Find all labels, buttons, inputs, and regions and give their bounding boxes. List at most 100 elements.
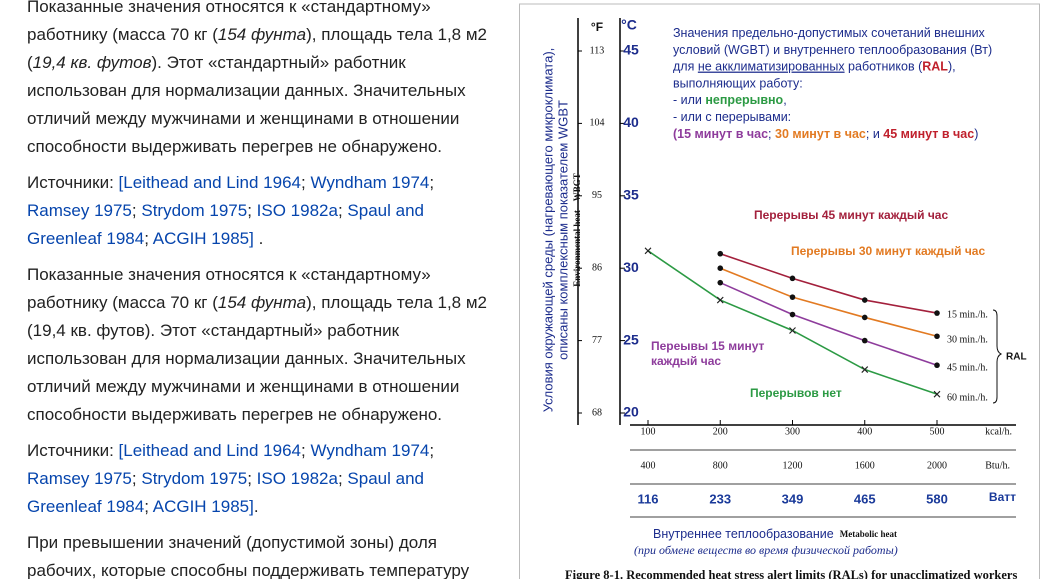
citation-link[interactable]: ACGIH 1985]	[152, 497, 254, 516]
btu-unit: Btu/h.	[985, 460, 1010, 471]
note-segment: - или	[673, 93, 705, 107]
citation-link[interactable]: Ramsey 1975	[27, 201, 132, 220]
y2-unit: °F	[591, 20, 603, 34]
x-label-ru: Внутреннее теплообразование	[653, 527, 834, 541]
y2-tick-label: 77	[592, 335, 602, 346]
watt-tick-label: 465	[854, 491, 876, 506]
x-tick-label: 100	[641, 426, 656, 437]
y-tick-label: 45	[623, 42, 639, 58]
point-marker	[861, 337, 868, 344]
y-tick-label: 25	[623, 331, 639, 347]
note-line: для не акклиматизированных работников (R…	[673, 60, 956, 74]
paragraph: Показанные значения относятся к «стандар…	[27, 261, 489, 429]
text-run: При превышении значений (допустимой зоны…	[27, 533, 470, 579]
watt-tick-label: 349	[782, 491, 804, 506]
series-end-label: 15 min./h.	[947, 309, 988, 320]
series-line	[719, 281, 938, 366]
separator: ;	[337, 469, 343, 488]
y2-tick-label: 86	[592, 262, 602, 273]
y2-tick-label: 68	[592, 407, 602, 418]
series-label-box: Перерывы 30 минут каждый час	[791, 244, 986, 258]
x-label-en: Metabolic heat	[840, 529, 897, 539]
y-tick-label: 20	[623, 404, 639, 420]
point-marker	[861, 297, 868, 303]
separator: ;	[300, 173, 306, 192]
text-run: Показанные значения относятся к «стандар…	[27, 0, 431, 44]
x-tick-label: 400	[857, 426, 872, 437]
citation-link[interactable]: Spaul and Greenleaf 1984	[27, 201, 424, 248]
note-segment: для	[673, 60, 698, 74]
separator: ;	[144, 497, 149, 516]
article-text: Показанные значения относятся к «стандар…	[27, 0, 489, 579]
series-label-box: Перерывов нет	[750, 386, 842, 400]
x-axis-label: Внутреннее теплообразование Metabolic hea…	[653, 527, 897, 541]
y-label-en: Environmental heat – WBGT	[572, 173, 582, 286]
btu-tick-label: 1600	[855, 460, 875, 471]
citation-link[interactable]: [Leithead and Lind 1964	[118, 173, 301, 192]
point-marker	[717, 279, 724, 286]
note-segment: ),	[948, 60, 956, 74]
point-marker	[644, 247, 652, 255]
point-marker	[861, 366, 869, 373]
figure: °F °C 20 25 30 35 40 45 68 77 86 95 104 113 100 400 116 2…	[519, 3, 1040, 579]
citation-link[interactable]: Ramsey 1975	[27, 469, 132, 488]
x-sublabel: (при обмене веществ во время физической …	[634, 543, 898, 557]
note-line: выполняющих работу:	[673, 77, 803, 91]
point-marker	[717, 265, 724, 272]
citation-link[interactable]: Strydom 1975	[141, 469, 248, 488]
caption: Figure 8-1. Recommended heat stress aler…	[565, 568, 1017, 579]
citation-link[interactable]: Spaul and Greenleaf 1984	[27, 469, 424, 516]
paragraph: При превышении значений (допустимой зоны…	[27, 529, 489, 579]
separator: ;	[429, 441, 435, 460]
x-tick-label: 200	[713, 426, 728, 437]
note-line: - или непрерывно,	[673, 93, 787, 107]
citation-link[interactable]: Strydom 1975	[141, 201, 248, 220]
point-marker	[934, 333, 940, 340]
point-marker	[789, 327, 796, 334]
note-segment: (15 минут в час	[673, 127, 768, 141]
citation-link[interactable]: [Leithead and Lind 1964	[118, 441, 301, 460]
citation-link[interactable]: ACGIH 1985]	[152, 229, 254, 248]
text-run: Показанные значения относятся к «стандар…	[27, 265, 431, 312]
btu-tick-label: 2000	[927, 460, 947, 471]
separator: ;	[131, 469, 137, 488]
y-label-line: описаны комплексным показателем WGBT	[555, 100, 570, 360]
point-marker	[716, 296, 724, 304]
watt-tick-label: 580	[926, 491, 948, 506]
citation-link[interactable]: ISO 1982a	[256, 469, 338, 488]
series-label: Перерывы 30 минут каждый час	[791, 244, 986, 258]
separator: ;	[337, 201, 343, 220]
x-tick-label: 500	[930, 426, 945, 437]
separator: ;	[247, 469, 252, 488]
citation-link[interactable]: Wyndham 1974	[310, 173, 430, 192]
sources-end: .	[253, 229, 264, 248]
series-label: Переывы 15 минут каждый час	[651, 339, 765, 368]
watt-unit: Ватт	[989, 490, 1016, 504]
separator: ;	[144, 229, 149, 248]
text-run: ), площадь тела 1,8 м2 (	[27, 25, 487, 72]
note-segment: условий (WGBT) и внутреннего теплообразо…	[673, 43, 992, 57]
note-segment: ;	[768, 127, 775, 141]
sources-label: Источники:	[27, 441, 114, 460]
point-marker	[789, 294, 796, 300]
y2-tick-label: 95	[592, 190, 602, 201]
point-marker	[934, 362, 940, 369]
note-segment: ,	[783, 93, 786, 107]
btu-tick-label: 400	[641, 460, 656, 471]
text-run: ), площадь тела 1,8 м2 (19,4 кв. футов).…	[27, 293, 487, 424]
y-tick-label: 40	[623, 114, 639, 130]
series-label-box: Переывы 15 минут каждый час	[651, 339, 765, 368]
bracket	[992, 309, 1003, 404]
series-label-box: Перерывы 45 минут каждый час	[754, 208, 948, 222]
separator: ;	[247, 201, 252, 220]
citation-link[interactable]: ISO 1982a	[256, 201, 338, 220]
note-line: условий (WGBT) и внутреннего теплообразо…	[673, 43, 992, 57]
point-marker	[789, 311, 796, 318]
text-run: 19,4 кв. футов	[32, 53, 152, 72]
series-line	[719, 267, 938, 338]
citation-link[interactable]: Wyndham 1974	[310, 441, 430, 460]
series-end-label: 60 min./h.	[947, 392, 988, 403]
note-segment: работников (	[845, 60, 923, 74]
note-segment: непрерывно	[705, 93, 783, 107]
note-line: Значения предельно-допустимых сочетаний …	[673, 26, 986, 40]
